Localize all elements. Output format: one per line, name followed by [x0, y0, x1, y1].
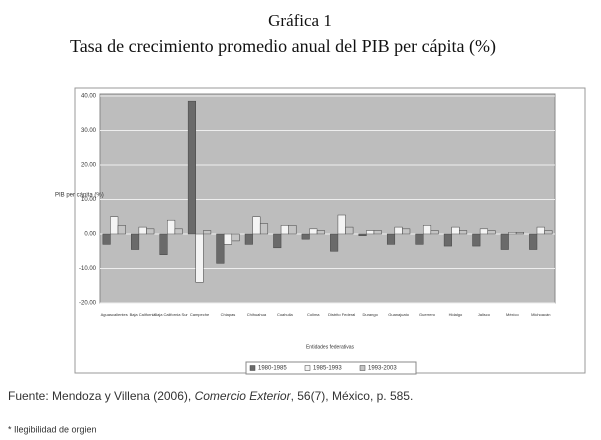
- legend-label: 1980-1985: [258, 366, 287, 372]
- x-tick-label: Colima: [307, 312, 320, 317]
- bar: [386, 233, 396, 245]
- bar: [459, 230, 468, 235]
- bar: [337, 214, 346, 235]
- chart-heading: Gráfica 1: [268, 11, 332, 30]
- x-tick-label: Chiapas: [221, 312, 236, 317]
- bar: [508, 232, 517, 235]
- bar: [223, 233, 233, 245]
- x-tick-label: Baja California: [130, 312, 157, 317]
- source: Fuente: Mendoza y Villena (2006), Comerc…: [8, 389, 413, 403]
- bar: [415, 233, 424, 245]
- bar: [451, 226, 460, 235]
- legend-swatch: [359, 365, 366, 371]
- plot-area: [99, 93, 556, 304]
- bar: [216, 233, 225, 264]
- bar: [373, 230, 382, 235]
- y-tick-label: 0.00: [84, 232, 96, 238]
- bar: [203, 230, 212, 235]
- bar: [443, 233, 452, 247]
- bar: [402, 228, 411, 235]
- bar: [529, 233, 538, 250]
- bar: [422, 225, 432, 235]
- source-part: Comercio Exterior: [195, 389, 292, 403]
- bar: [259, 223, 269, 235]
- bar: [394, 226, 403, 235]
- bar: [131, 233, 140, 250]
- legend-label: 1985-1993: [313, 366, 342, 372]
- bar: [487, 230, 496, 235]
- bar: [301, 233, 310, 240]
- x-axis-label: Entidades federativas: [306, 344, 355, 350]
- bar: [316, 230, 325, 235]
- legend-swatch: [249, 365, 256, 371]
- x-tick-label: Durango: [362, 312, 378, 317]
- x-tick-label: Hidalgo: [449, 312, 463, 317]
- y-tick-label: 10.00: [81, 197, 97, 203]
- bar: [102, 233, 111, 245]
- bar: [187, 100, 196, 235]
- legend-box: [245, 361, 417, 375]
- bar: [244, 233, 253, 245]
- bar: [174, 228, 183, 235]
- bar: [146, 228, 155, 235]
- x-tick-label: Baja California Sur: [154, 312, 188, 317]
- source-part: , 56(7), México, p. 585.: [291, 389, 414, 403]
- x-tick-label: Guanajuato: [388, 312, 409, 317]
- bar: [288, 225, 297, 235]
- legend-swatch: [304, 365, 311, 371]
- bar: [430, 230, 439, 235]
- bar: [167, 219, 176, 235]
- y-tick-label: -10.00: [79, 266, 97, 272]
- bar: [536, 226, 545, 235]
- y-tick-label: -20.00: [79, 301, 97, 307]
- bar: [309, 228, 318, 235]
- x-tick-label: Aguascalientes: [101, 312, 128, 317]
- bar: [330, 233, 339, 252]
- y-tick-label: 30.00: [81, 128, 97, 134]
- x-tick-label: Distrito Federal: [328, 312, 355, 317]
- y-tick-label: 20.00: [81, 163, 97, 169]
- chart-title: Tasa de crecimiento promedio anual del P…: [70, 36, 496, 57]
- x-tick-label: Guerrero: [419, 312, 436, 317]
- bar: [515, 232, 524, 235]
- bar: [479, 228, 488, 235]
- bar: [472, 233, 481, 247]
- source-part: Fuente: Mendoza y Villena (2006),: [8, 389, 195, 403]
- bar: [273, 233, 282, 249]
- x-tick-label: Campeche: [190, 312, 210, 317]
- bar: [345, 226, 354, 235]
- bar: [159, 233, 168, 255]
- bar: [252, 216, 261, 235]
- bar: [138, 226, 147, 235]
- x-tick-label: México: [506, 312, 519, 317]
- x-tick-label: Coahuila: [277, 312, 294, 317]
- bar: [366, 230, 375, 235]
- x-tick-label: Chihuahua: [247, 312, 267, 317]
- y-axis-label: PIB per cápita (%): [55, 193, 104, 199]
- bar: [280, 225, 289, 235]
- y-tick-label: 40.00: [81, 94, 97, 100]
- legend-label: 1993-2003: [368, 366, 397, 372]
- bar: [110, 216, 119, 235]
- bar: [544, 230, 553, 235]
- bar: [358, 233, 367, 236]
- bar: [500, 233, 509, 250]
- x-tick-label: Jalisco: [478, 312, 491, 317]
- bar: [195, 233, 204, 283]
- note: * Ilegibilidad de orgien: [8, 424, 97, 434]
- x-tick-label: Michoacán: [531, 312, 550, 317]
- bar: [117, 225, 126, 235]
- bar: [231, 233, 240, 242]
